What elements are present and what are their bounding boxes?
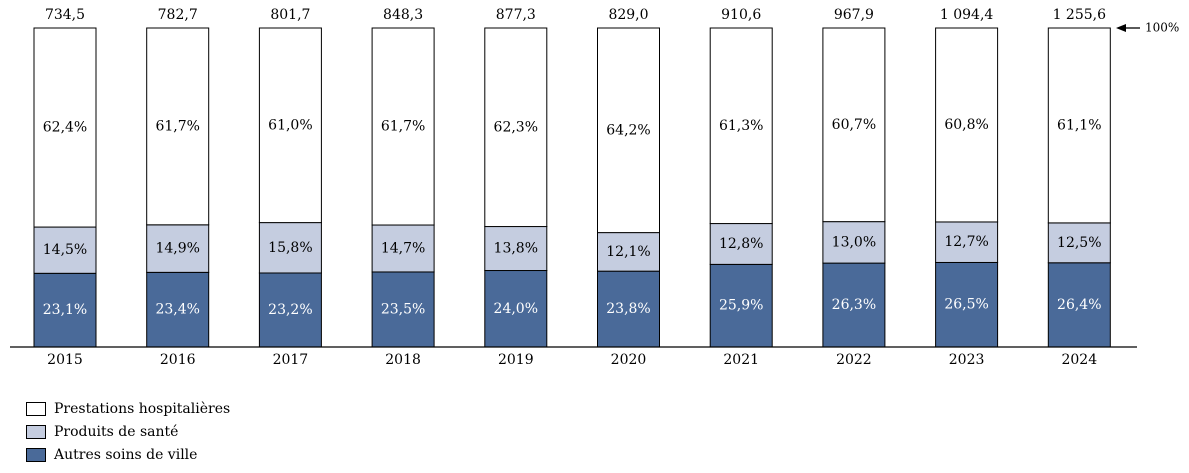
x-tick-label: 2017 <box>273 352 309 368</box>
legend-swatch-hospital <box>26 401 46 416</box>
bar-segment <box>709 263 773 348</box>
bar-segment <box>33 272 97 348</box>
bar-segment <box>597 270 660 348</box>
bar-segment <box>822 221 886 264</box>
legend-swatch-health-products <box>26 424 46 439</box>
data-label: 62,4% <box>43 120 87 136</box>
x-tick-label: 2015 <box>47 352 83 368</box>
total-label: 782,7 <box>158 7 198 23</box>
x-tick-label: 2020 <box>611 352 647 368</box>
legend: Prestations hospitalières Produits de sa… <box>26 397 230 466</box>
data-label: 61,3% <box>719 118 763 134</box>
bar-segment <box>258 27 322 224</box>
data-label: 23,1% <box>43 302 87 318</box>
data-label: 23,4% <box>155 302 199 318</box>
data-label: 61,0% <box>268 117 312 133</box>
bar-segment <box>1047 262 1111 348</box>
bar-segment <box>709 27 773 225</box>
data-label: 61,7% <box>381 119 425 135</box>
legend-label-health-products: Produits de santé <box>54 423 179 440</box>
data-label: 60,8% <box>944 117 988 133</box>
legend-item-hospital: Prestations hospitalières <box>26 397 230 420</box>
x-tick-label: 2018 <box>385 352 421 368</box>
legend-item-other-care: Autres soins de ville <box>26 443 230 466</box>
data-label: 26,5% <box>944 297 988 313</box>
data-label: 26,3% <box>832 297 876 313</box>
data-label: 15,8% <box>268 240 312 256</box>
bar-segment <box>1047 222 1111 264</box>
bar-segment <box>33 226 97 274</box>
bar-segment <box>146 27 210 226</box>
bar-segment <box>33 27 97 228</box>
legend-label-other-care: Autres soins de ville <box>54 446 198 463</box>
data-label: 61,1% <box>1057 117 1101 133</box>
stacked-bar-chart: 23,1% 14,5% 62,4% 734,5 2015 23,4% 14,9% 61,7% 7… <box>10 7 1179 368</box>
bar-segment <box>597 27 660 234</box>
bar-segment <box>258 222 322 274</box>
bar-segment <box>1047 27 1111 224</box>
bar-segment <box>146 224 210 273</box>
bar-segment <box>597 232 660 272</box>
data-label: 24,0% <box>494 301 538 317</box>
bar-segment <box>709 223 773 265</box>
legend-label-hospital: Prestations hospitalières <box>54 400 231 417</box>
x-tick-label: 2023 <box>949 352 985 368</box>
data-label: 23,2% <box>268 302 312 318</box>
bar-segment <box>371 27 435 226</box>
x-tick-label: 2024 <box>1061 352 1097 368</box>
reference-arrow-head <box>1116 24 1126 32</box>
total-label: 1 094,4 <box>940 7 994 23</box>
total-label: 848,3 <box>383 7 423 23</box>
total-label: 801,7 <box>270 7 310 23</box>
data-label: 61,7% <box>155 118 199 134</box>
total-label: 829,0 <box>608 7 648 23</box>
x-tick-label: 2021 <box>723 352 759 368</box>
bar-segment <box>484 27 548 228</box>
data-label: 12,7% <box>944 234 988 250</box>
data-label: 14,9% <box>155 241 199 257</box>
total-label: 1 255,6 <box>1053 7 1107 23</box>
total-label: 967,9 <box>834 7 874 23</box>
legend-item-health-products: Produits de santé <box>26 420 230 443</box>
bar-segment <box>146 271 210 348</box>
x-tick-label: 2016 <box>160 352 196 368</box>
total-label: 910,6 <box>721 7 761 23</box>
bar-segment <box>935 27 999 223</box>
data-label: 23,5% <box>381 301 425 317</box>
data-label: 12,5% <box>1057 235 1101 251</box>
data-label: 25,9% <box>719 298 763 314</box>
total-label: 734,5 <box>45 7 85 23</box>
data-label: 26,4% <box>1057 297 1101 313</box>
data-label: 12,8% <box>719 236 763 252</box>
data-label: 14,7% <box>381 240 425 256</box>
total-label: 877,3 <box>496 7 536 23</box>
x-tick-label: 2022 <box>836 352 872 368</box>
data-label: 62,3% <box>494 119 538 135</box>
data-label: 12,1% <box>606 244 650 260</box>
bar-segment <box>935 261 999 348</box>
data-label: 64,2% <box>606 122 650 138</box>
data-label: 60,7% <box>832 117 876 133</box>
bar-segment <box>822 27 886 223</box>
bar-segment <box>371 224 435 273</box>
data-label: 23,8% <box>606 301 650 317</box>
legend-swatch-other-care <box>26 447 46 462</box>
data-label: 14,5% <box>43 242 87 258</box>
bar-segment <box>371 271 435 348</box>
bar-segment <box>935 221 999 263</box>
data-label: 13,8% <box>494 241 538 257</box>
data-label: 13,0% <box>832 234 876 250</box>
x-tick-label: 2019 <box>498 352 534 368</box>
reference-label: 100% <box>1145 21 1179 35</box>
